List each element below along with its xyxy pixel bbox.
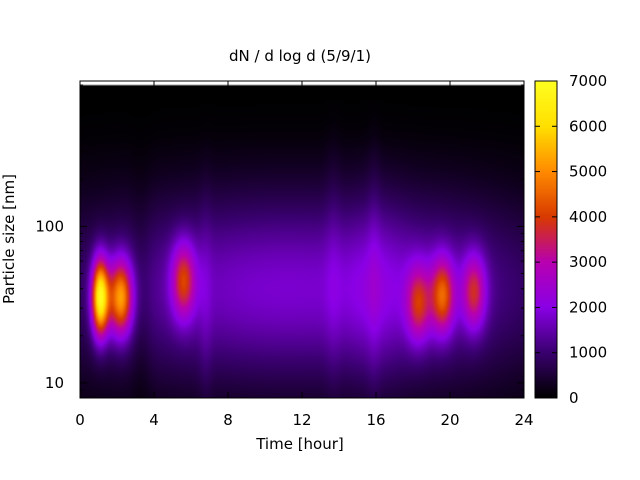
colorbar-tick-label: 1000 [569,344,607,362]
colorbar-tick-label: 3000 [569,253,607,271]
x-tick-label: 0 [75,411,85,429]
colorbar-tick-label: 2000 [569,298,607,316]
x-tick-label: 24 [514,411,533,429]
colorbar-tick-label: 4000 [569,208,607,226]
colorbar-gradient [535,81,557,398]
chart-title: dN / d log d (5/9/1) [229,47,371,65]
colorbar-ticks: 0 1000 2000 3000 4000 5000 6000 7000 [535,72,607,407]
y-tick-label: 10 [45,374,64,392]
x-axis-label: Time [hour] [255,435,344,453]
heatmap-image [80,81,524,398]
colorbar-frame [534,80,558,399]
y-axis: 10 100 [35,84,524,392]
x-tick-label: 8 [223,411,233,429]
colorbar-tick-label: 7000 [569,72,607,90]
colorbar: 0 1000 2000 3000 4000 5000 6000 7000 [534,72,607,407]
x-tick-label: 20 [440,411,459,429]
x-tick-label: 16 [366,411,385,429]
x-tick-label: 12 [292,411,311,429]
x-axis: 0 4 8 12 16 20 24 [75,81,534,429]
colorbar-tick-label: 6000 [569,117,607,135]
y-tick-label: 100 [35,217,64,235]
x-tick-label: 4 [149,411,159,429]
y-axis-label: Particle size [nm] [0,174,18,304]
colorbar-tick-label: 5000 [569,163,607,181]
plot-area [79,80,525,399]
colorbar-tick-label: 0 [569,389,579,407]
